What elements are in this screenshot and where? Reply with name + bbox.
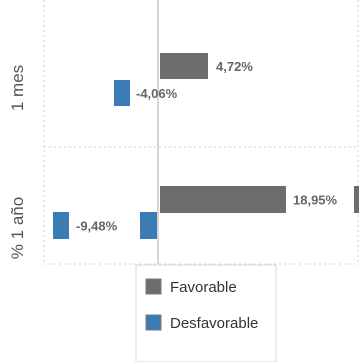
legend-label: Desfavorable bbox=[170, 315, 258, 332]
legend-swatch bbox=[145, 278, 162, 295]
bar-value-label: -4,06% bbox=[136, 86, 178, 101]
category-label: 1 mes bbox=[8, 65, 27, 111]
bar-value-label: -9,48% bbox=[76, 219, 118, 234]
legend-swatch bbox=[145, 314, 162, 331]
bar-favorable bbox=[160, 186, 286, 213]
bar-value-label: 4,72% bbox=[216, 59, 253, 74]
bar-desfavorable bbox=[53, 212, 69, 239]
legend-label: Favorable bbox=[170, 279, 237, 296]
bar-desfavorable-segment bbox=[140, 212, 157, 239]
bar-favorable-segment bbox=[354, 186, 359, 213]
bar-value-label: 18,95% bbox=[293, 193, 338, 208]
bar-desfavorable bbox=[114, 80, 130, 106]
bar-favorable bbox=[160, 53, 208, 79]
category-label: % 1 año bbox=[8, 197, 27, 259]
